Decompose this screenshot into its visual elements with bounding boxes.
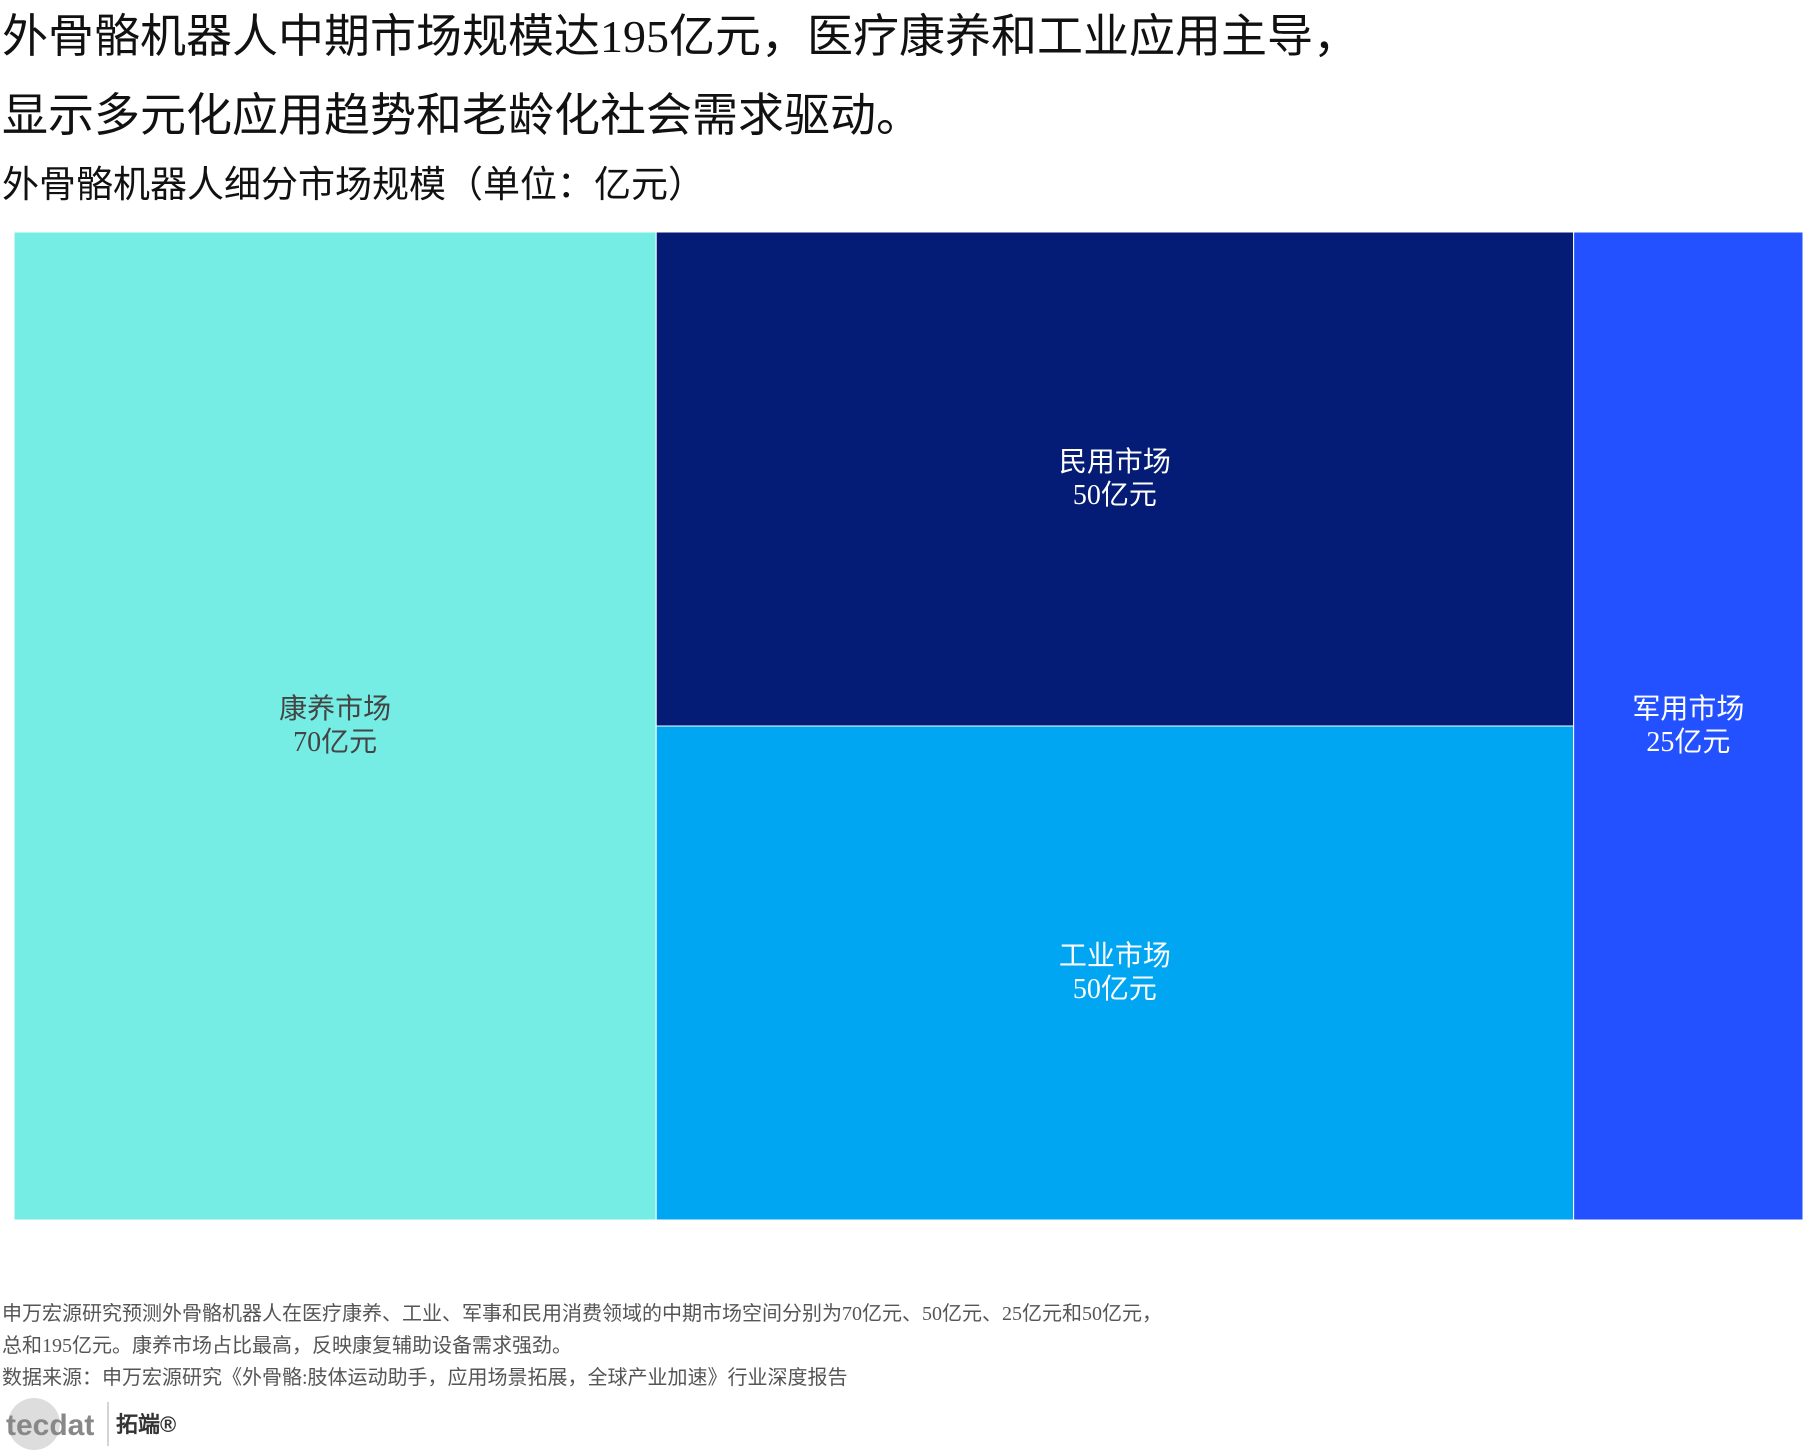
cell-name: 军用市场: [1632, 693, 1744, 725]
chart-title: 外骨骼机器人中期市场规模达195亿元，医疗康养和工业应用主导，: [2, 11, 1359, 62]
treemap-cell: [1573, 231, 1804, 1221]
chart-title: 显示多元化应用趋势和老龄化社会需求驱动。: [2, 90, 922, 141]
note: 总和195亿元。康养市场占比最高，反映康复辅助设备需求强劲。: [2, 1334, 572, 1357]
treemap-cell: [13, 231, 657, 1221]
source: 数据来源：申万宏源研究《外骨骼:肢体运动助手，应用场景拓展，全球产业加速》行业深…: [2, 1366, 848, 1389]
note: 申万宏源研究预测外骨骼机器人在医疗康养、工业、军事和民用消费领域的中期市场空间分…: [2, 1302, 1162, 1325]
cell-name: 工业市场: [1059, 940, 1171, 972]
logo-text: 拓端®: [116, 1412, 176, 1437]
logo-mark: [8, 1398, 60, 1450]
cell-value: 25亿元: [1646, 726, 1730, 758]
cell-value: 50亿元: [1073, 973, 1157, 1005]
cell-name: 康养市场: [279, 693, 391, 725]
chart-subtitle: 外骨骼机器人细分市场规模（单位：亿元）: [2, 164, 705, 206]
treemap-cell: [655, 725, 1575, 1221]
logo-text: tecdat: [6, 1409, 94, 1442]
cell-value: 50亿元: [1073, 479, 1157, 511]
treemap-cell: [655, 231, 1575, 727]
cell-value: 70亿元: [293, 726, 377, 758]
cell-name: 民用市场: [1059, 446, 1171, 478]
